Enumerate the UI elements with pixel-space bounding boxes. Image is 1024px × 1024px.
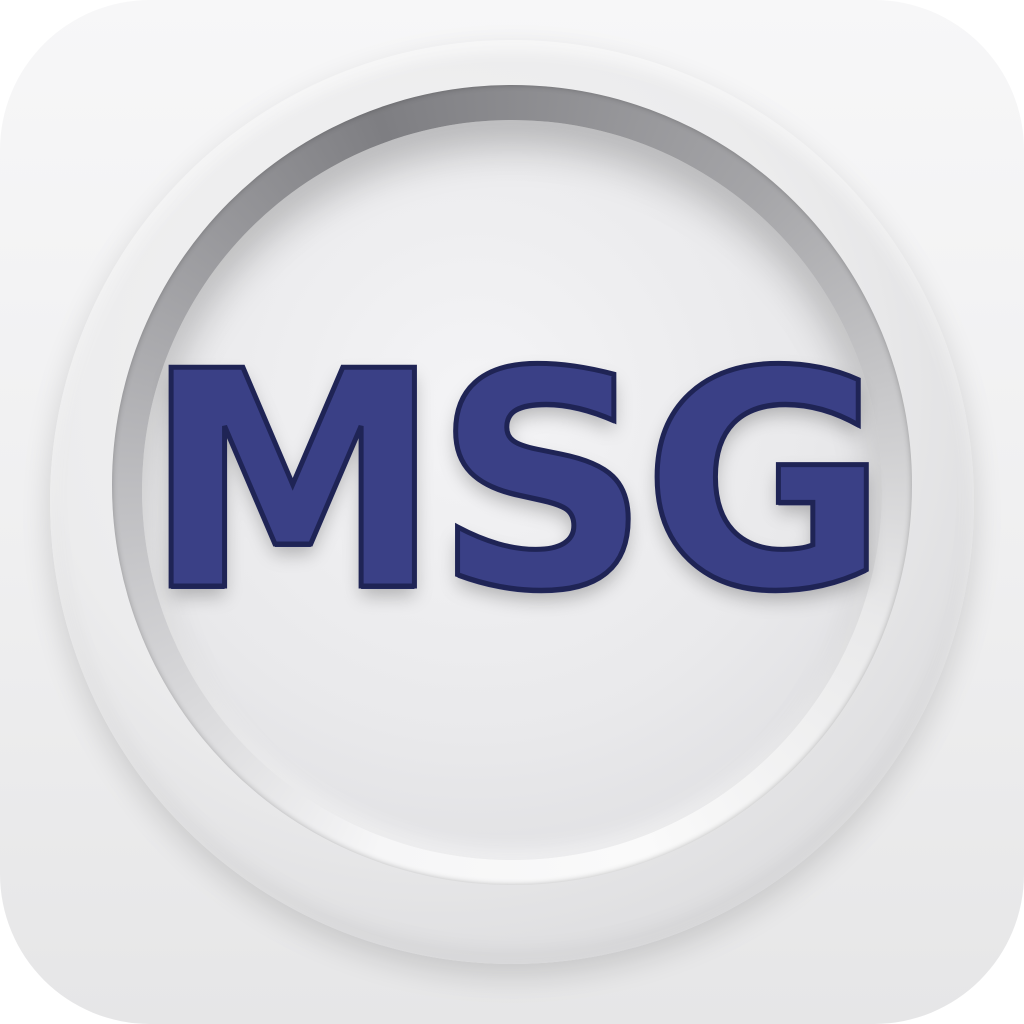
logo-text: MSG <box>141 308 891 657</box>
button-face <box>142 120 882 860</box>
